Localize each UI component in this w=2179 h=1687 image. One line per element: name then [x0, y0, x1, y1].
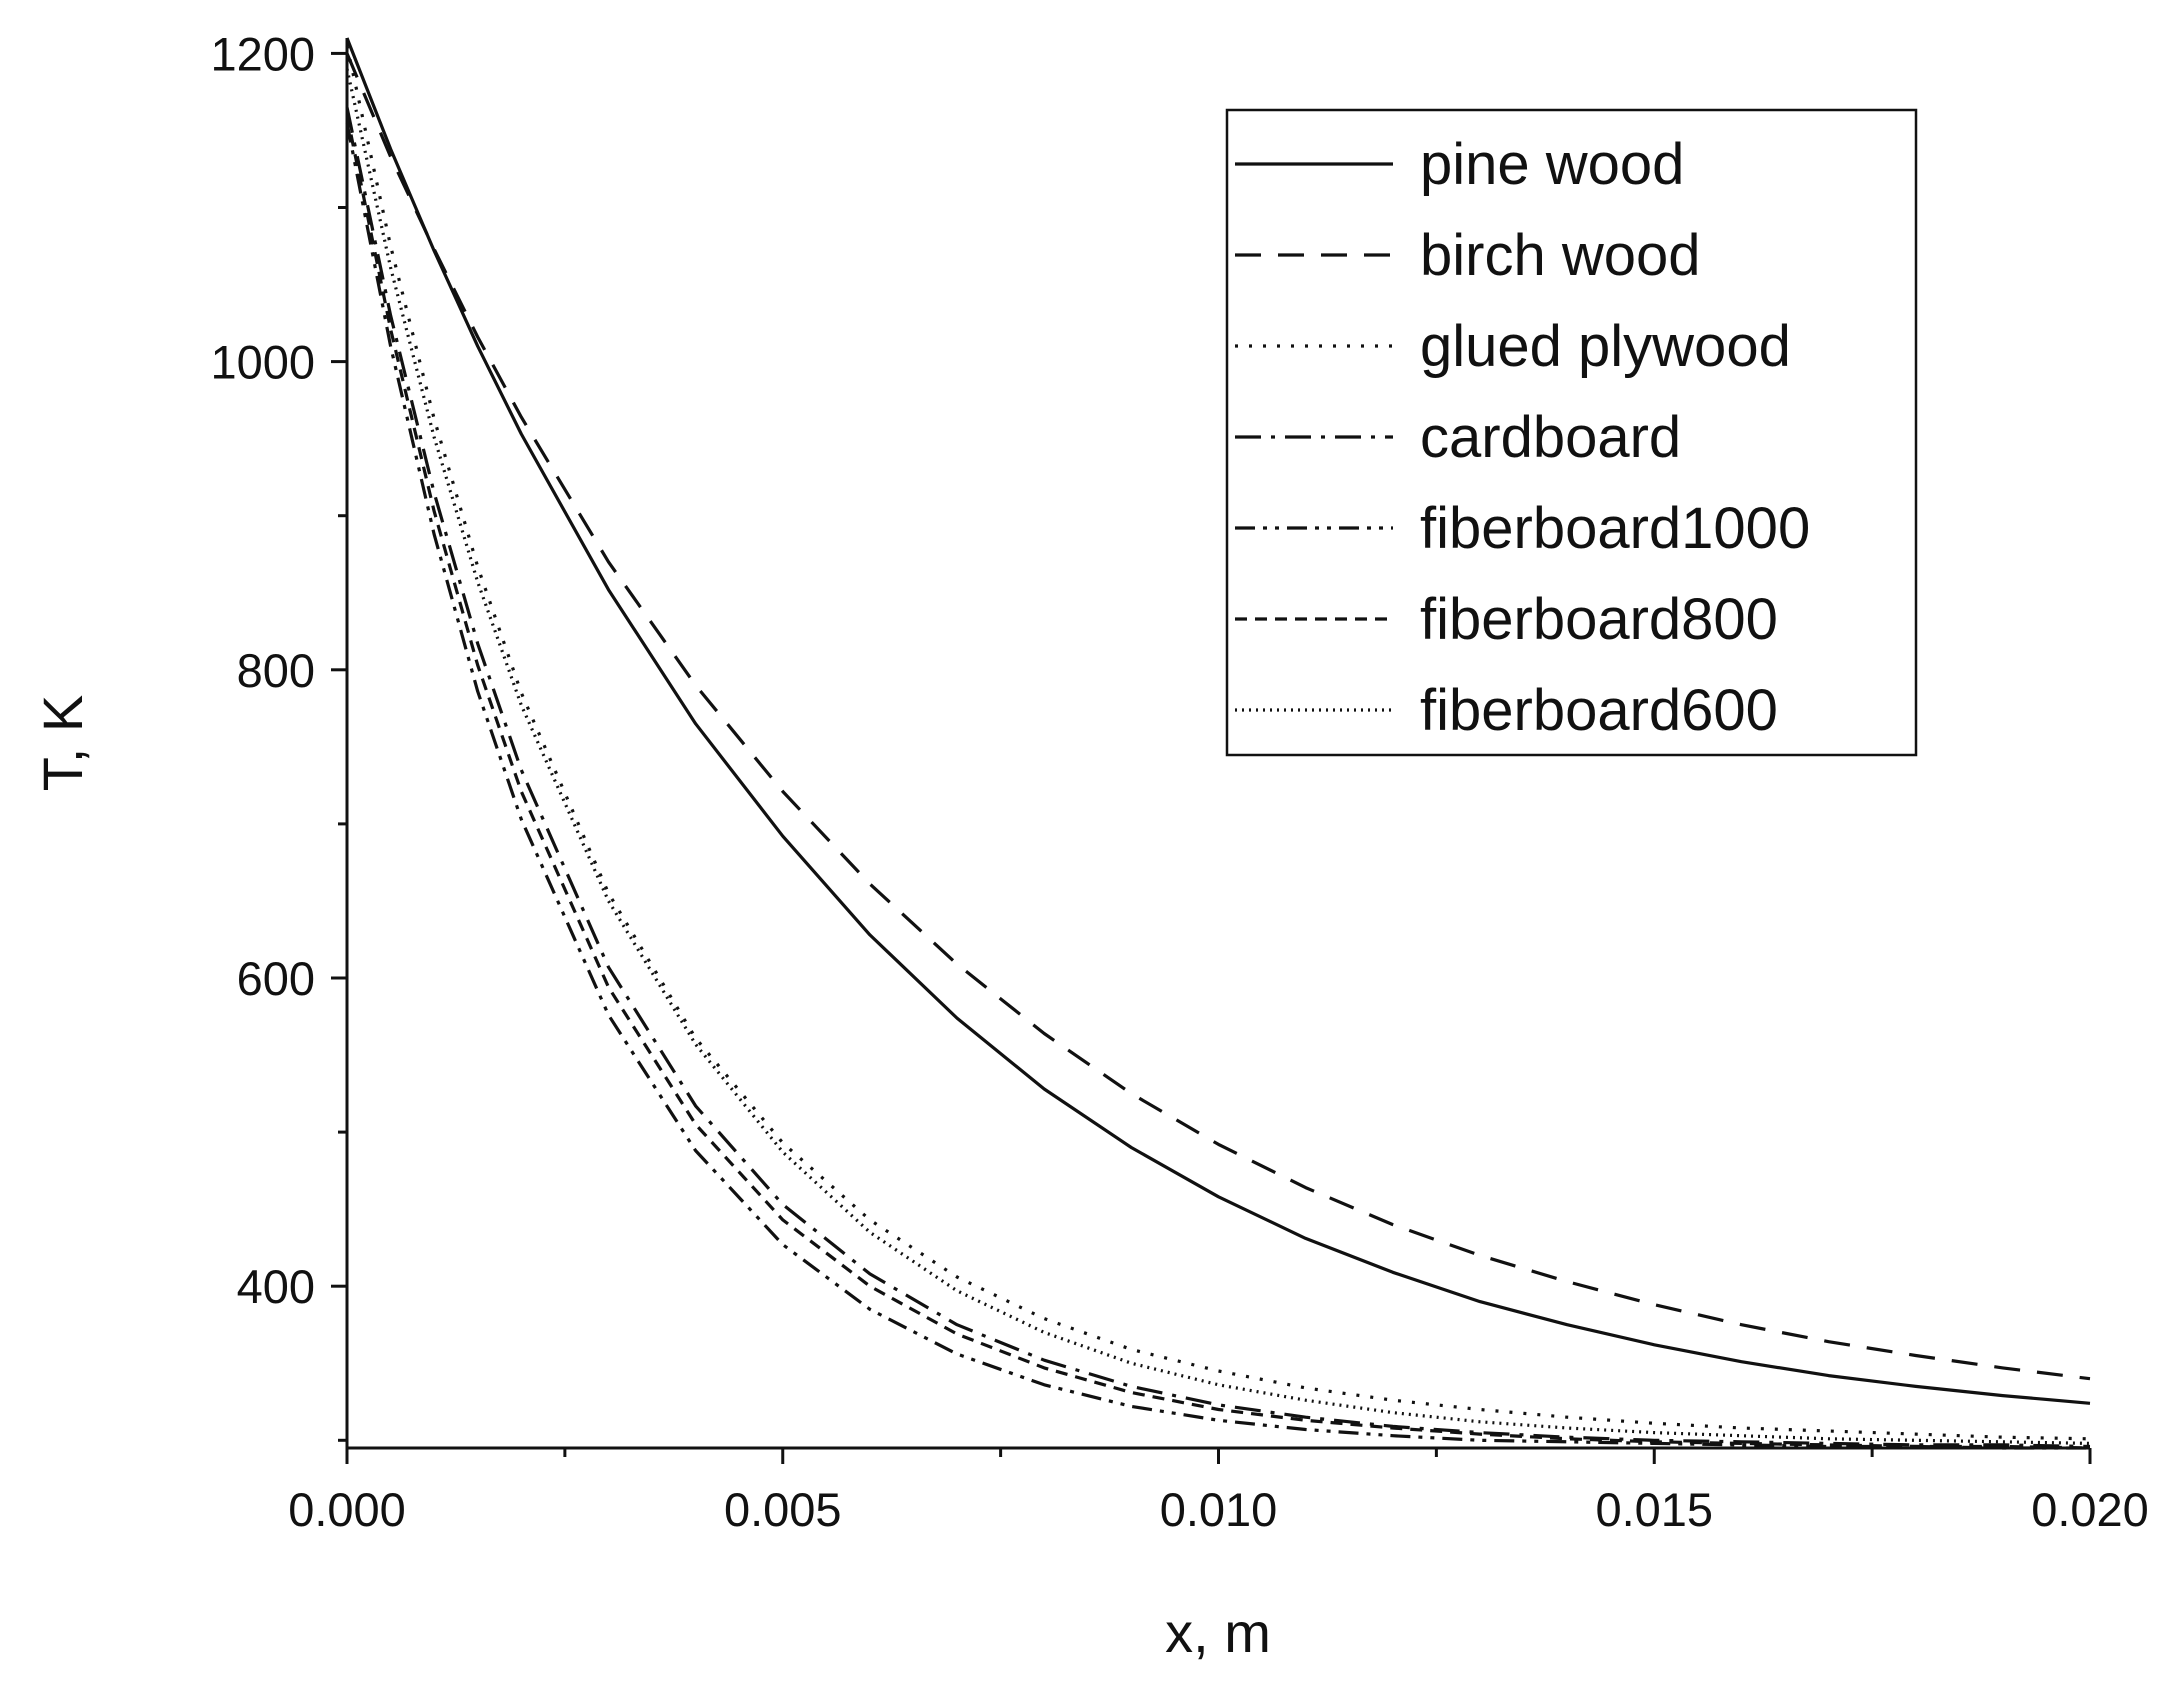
series-fiberboard600: [345, 68, 2091, 1445]
legend-label-birch-wood: birch wood: [1420, 223, 1700, 288]
legend-label-cardboard: cardboard: [1420, 405, 1681, 470]
x-tick-label: 0.010: [1160, 1483, 1278, 1536]
y-tick-label: 1000: [210, 336, 315, 389]
y-tick-label: 600: [237, 952, 315, 1005]
legend-items: pine wood birch wood glued plywood cardboar…: [1235, 132, 1810, 743]
legend-box: [1225, 108, 1918, 757]
y-axis-title: T, K: [31, 695, 94, 791]
y-tick-label: 400: [237, 1260, 315, 1313]
legend-label-glued-plywood: glued plywood: [1420, 314, 1791, 379]
y-tick-label: 800: [237, 644, 315, 697]
legend-label-fiberboard800: fiberboard800: [1420, 587, 1778, 652]
x-axis-title: x, m: [1165, 1601, 1271, 1664]
legend-label-fiberboard600: fiberboard600: [1420, 678, 1778, 743]
x-tick-label: 0.015: [1595, 1483, 1713, 1536]
legend-label-pine-wood: pine wood: [1420, 132, 1684, 197]
series-fiberboard800: [345, 114, 2091, 1450]
y-tick-label: 1200: [210, 27, 315, 80]
x-tick-label: 0.000: [288, 1483, 406, 1536]
legend: pine wood birch wood glued plywood cardboar…: [1225, 108, 1918, 757]
x-tick-label: 0.020: [2031, 1483, 2149, 1536]
legend-label-fiberboard1000: fiberboard1000: [1420, 496, 1810, 561]
x-tick-label: 0.005: [724, 1483, 842, 1536]
series-layer: [345, 37, 2091, 1450]
axis-ticks: 0.000 0.005 0.010 0.015 0.020 400 600 800 1000 12…: [210, 27, 2148, 1536]
plot-area: 0.000 0.005 0.010 0.015 0.020 400 600 800 1000 12…: [210, 27, 2148, 1536]
series-pine-wood: [345, 37, 2091, 1405]
